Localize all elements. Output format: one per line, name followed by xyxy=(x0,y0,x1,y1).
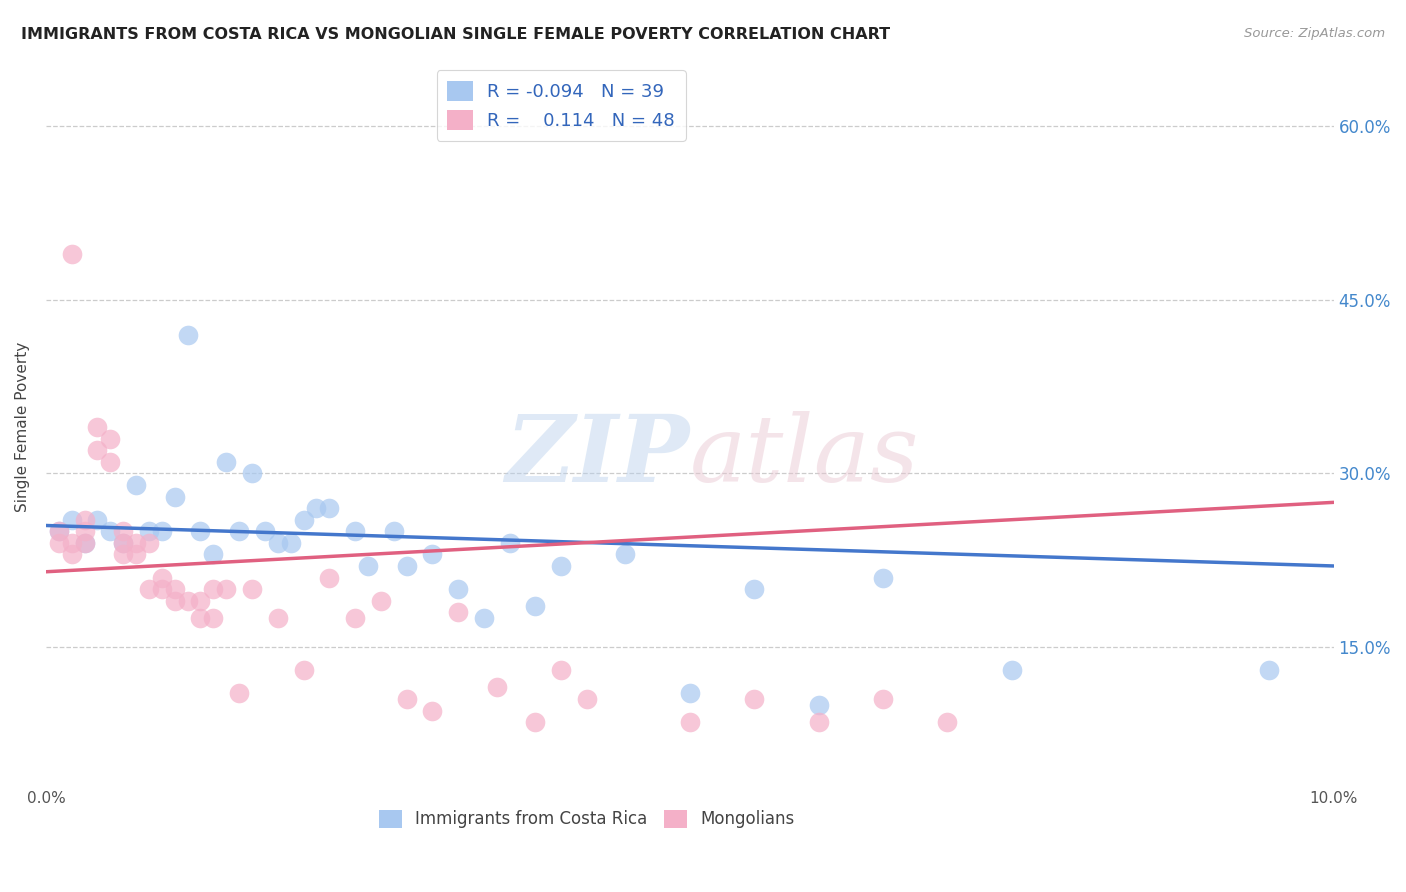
Point xyxy=(112,524,135,539)
Point xyxy=(228,686,250,700)
Point xyxy=(575,692,598,706)
Point xyxy=(190,593,212,607)
Point xyxy=(60,548,83,562)
Point xyxy=(98,432,121,446)
Point xyxy=(1001,663,1024,677)
Point xyxy=(125,478,148,492)
Point xyxy=(202,582,225,596)
Point xyxy=(550,663,572,677)
Point xyxy=(240,582,263,596)
Point xyxy=(215,582,238,596)
Point xyxy=(163,490,186,504)
Point xyxy=(305,501,328,516)
Point xyxy=(98,524,121,539)
Point xyxy=(807,715,830,730)
Point xyxy=(48,524,70,539)
Point xyxy=(872,570,894,584)
Point xyxy=(176,327,198,342)
Point xyxy=(343,524,366,539)
Point xyxy=(60,536,83,550)
Text: ZIP: ZIP xyxy=(506,411,690,500)
Point xyxy=(524,715,547,730)
Point xyxy=(240,467,263,481)
Point xyxy=(176,593,198,607)
Point xyxy=(498,536,520,550)
Point xyxy=(550,559,572,574)
Point xyxy=(73,536,96,550)
Point xyxy=(86,443,108,458)
Point xyxy=(936,715,959,730)
Point xyxy=(138,536,160,550)
Point xyxy=(138,524,160,539)
Point xyxy=(228,524,250,539)
Point xyxy=(485,681,508,695)
Point xyxy=(292,513,315,527)
Point xyxy=(370,593,392,607)
Text: Source: ZipAtlas.com: Source: ZipAtlas.com xyxy=(1244,27,1385,40)
Point xyxy=(112,536,135,550)
Point xyxy=(98,455,121,469)
Point xyxy=(112,536,135,550)
Point xyxy=(318,501,340,516)
Point xyxy=(202,611,225,625)
Point xyxy=(280,536,302,550)
Point xyxy=(447,605,470,619)
Point xyxy=(253,524,276,539)
Text: IMMIGRANTS FROM COSTA RICA VS MONGOLIAN SINGLE FEMALE POVERTY CORRELATION CHART: IMMIGRANTS FROM COSTA RICA VS MONGOLIAN … xyxy=(21,27,890,42)
Point xyxy=(1258,663,1281,677)
Point xyxy=(138,582,160,596)
Point xyxy=(150,570,173,584)
Point xyxy=(73,536,96,550)
Point xyxy=(190,524,212,539)
Point xyxy=(742,692,765,706)
Point xyxy=(125,536,148,550)
Point xyxy=(112,548,135,562)
Point xyxy=(150,582,173,596)
Point xyxy=(292,663,315,677)
Point xyxy=(73,513,96,527)
Point xyxy=(679,715,702,730)
Point xyxy=(267,611,290,625)
Point xyxy=(150,524,173,539)
Point xyxy=(318,570,340,584)
Point xyxy=(742,582,765,596)
Point xyxy=(614,548,637,562)
Point xyxy=(395,692,418,706)
Point xyxy=(190,611,212,625)
Point xyxy=(215,455,238,469)
Point xyxy=(357,559,380,574)
Point xyxy=(48,524,70,539)
Point xyxy=(163,582,186,596)
Point xyxy=(267,536,290,550)
Point xyxy=(60,246,83,260)
Point xyxy=(679,686,702,700)
Point xyxy=(48,536,70,550)
Point xyxy=(807,698,830,712)
Point xyxy=(125,548,148,562)
Point xyxy=(163,593,186,607)
Legend: Immigrants from Costa Rica, Mongolians: Immigrants from Costa Rica, Mongolians xyxy=(371,803,801,835)
Point xyxy=(420,548,443,562)
Point xyxy=(872,692,894,706)
Point xyxy=(524,599,547,614)
Point xyxy=(86,420,108,434)
Point xyxy=(382,524,405,539)
Point xyxy=(395,559,418,574)
Point xyxy=(343,611,366,625)
Point xyxy=(202,548,225,562)
Y-axis label: Single Female Poverty: Single Female Poverty xyxy=(15,342,30,512)
Point xyxy=(447,582,470,596)
Point xyxy=(60,513,83,527)
Point xyxy=(472,611,495,625)
Point xyxy=(73,524,96,539)
Point xyxy=(420,704,443,718)
Text: atlas: atlas xyxy=(690,411,920,500)
Point xyxy=(86,513,108,527)
